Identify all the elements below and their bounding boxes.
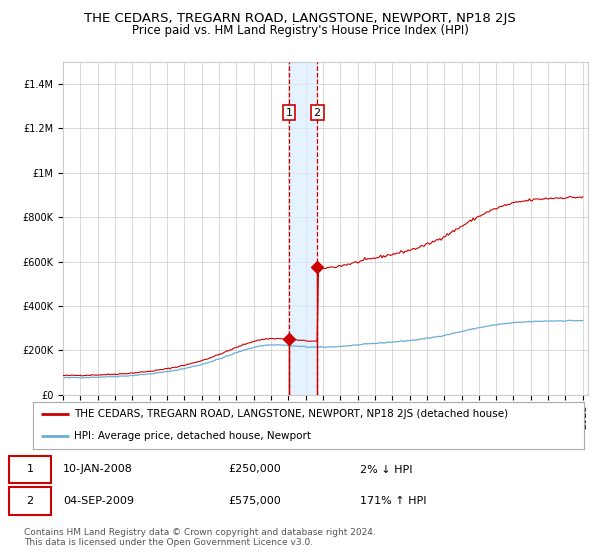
Text: Price paid vs. HM Land Registry's House Price Index (HPI): Price paid vs. HM Land Registry's House …: [131, 24, 469, 37]
Text: 1: 1: [26, 464, 34, 474]
Text: 2: 2: [26, 496, 34, 506]
FancyBboxPatch shape: [9, 456, 51, 483]
Text: 10-JAN-2008: 10-JAN-2008: [63, 464, 133, 474]
FancyBboxPatch shape: [9, 487, 51, 515]
Text: 171% ↑ HPI: 171% ↑ HPI: [360, 496, 427, 506]
Text: HPI: Average price, detached house, Newport: HPI: Average price, detached house, Newp…: [74, 431, 311, 441]
Text: 04-SEP-2009: 04-SEP-2009: [63, 496, 134, 506]
Text: 2: 2: [314, 108, 321, 118]
Text: 1: 1: [286, 108, 292, 118]
Text: THE CEDARS, TREGARN ROAD, LANGSTONE, NEWPORT, NP18 2JS (detached house): THE CEDARS, TREGARN ROAD, LANGSTONE, NEW…: [74, 409, 508, 419]
Text: Contains HM Land Registry data © Crown copyright and database right 2024.
This d: Contains HM Land Registry data © Crown c…: [24, 528, 376, 547]
Text: £250,000: £250,000: [228, 464, 281, 474]
Text: £575,000: £575,000: [228, 496, 281, 506]
Text: 2% ↓ HPI: 2% ↓ HPI: [360, 464, 413, 474]
Bar: [289, 62, 317, 395]
Text: THE CEDARS, TREGARN ROAD, LANGSTONE, NEWPORT, NP18 2JS: THE CEDARS, TREGARN ROAD, LANGSTONE, NEW…: [84, 12, 516, 25]
